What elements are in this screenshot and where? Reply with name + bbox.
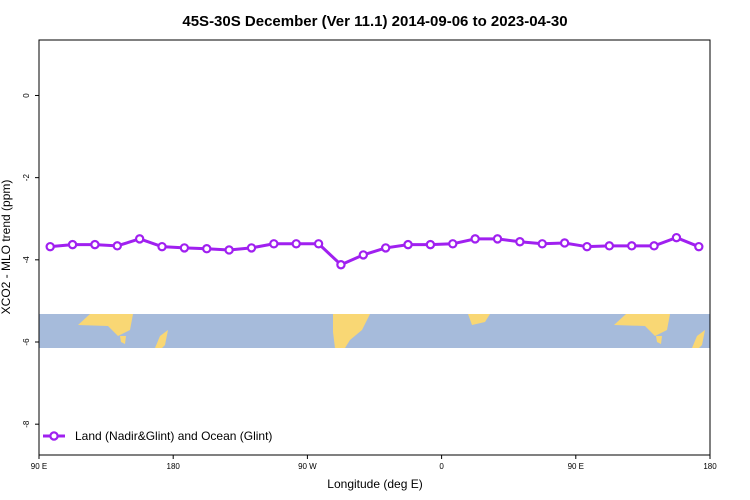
- data-point: [582, 241, 592, 252]
- y-tick-label: -4: [22, 256, 31, 264]
- x-tick-label: 0: [439, 462, 444, 471]
- data-point: [269, 239, 279, 249]
- data-point: [45, 241, 55, 252]
- x-tick-label: 90 E: [31, 462, 47, 471]
- data-point: [671, 232, 682, 243]
- data-point: [313, 239, 324, 249]
- data-point: [403, 239, 413, 250]
- x-axis-label: Longitude (deg E): [327, 477, 422, 491]
- y-tick-label: 0: [22, 93, 31, 98]
- data-point: [112, 241, 122, 251]
- x-tick-label: 180: [703, 462, 717, 471]
- data-point: [179, 243, 190, 253]
- x-tick-label: 90 W: [298, 462, 317, 471]
- legend-label: Land (Nadir&Glint) and Ocean (Glint): [75, 429, 272, 443]
- map-band: [39, 314, 710, 348]
- y-tick-label: -6: [22, 338, 31, 346]
- data-point: [157, 241, 167, 252]
- data-point: [336, 260, 346, 270]
- data-point: [627, 241, 637, 251]
- plot-frame: [38, 39, 711, 456]
- data-point: [515, 237, 525, 247]
- data-point: [134, 234, 145, 244]
- x-tick-label: 180: [167, 462, 181, 471]
- data-point: [425, 239, 436, 250]
- x-tick-label: 90 E: [568, 462, 584, 471]
- chart-title: 45S-30S December (Ver 11.1) 2014-09-06 t…: [182, 13, 567, 30]
- data-point: [90, 239, 100, 250]
- y-tick-label: -2: [22, 174, 31, 182]
- data-point: [649, 241, 659, 251]
- data-point: [537, 239, 547, 249]
- data-point: [604, 241, 615, 251]
- data-point: [358, 250, 369, 260]
- data-point: [694, 241, 704, 252]
- data-point: [559, 238, 570, 248]
- data-point: [224, 245, 234, 255]
- data-point: [67, 239, 78, 250]
- data-point: [470, 234, 480, 244]
- data-point: [492, 234, 503, 244]
- data-line: [50, 236, 700, 267]
- data-point: [380, 243, 391, 253]
- data-point: [291, 239, 301, 249]
- legend-marker: [49, 431, 59, 441]
- data-point: [448, 239, 458, 249]
- y-axis-label: XCO2 - MLO trend (ppm): [0, 180, 13, 315]
- y-tick-label: -8: [22, 420, 31, 428]
- data-point: [202, 244, 212, 254]
- data-point: [246, 243, 257, 253]
